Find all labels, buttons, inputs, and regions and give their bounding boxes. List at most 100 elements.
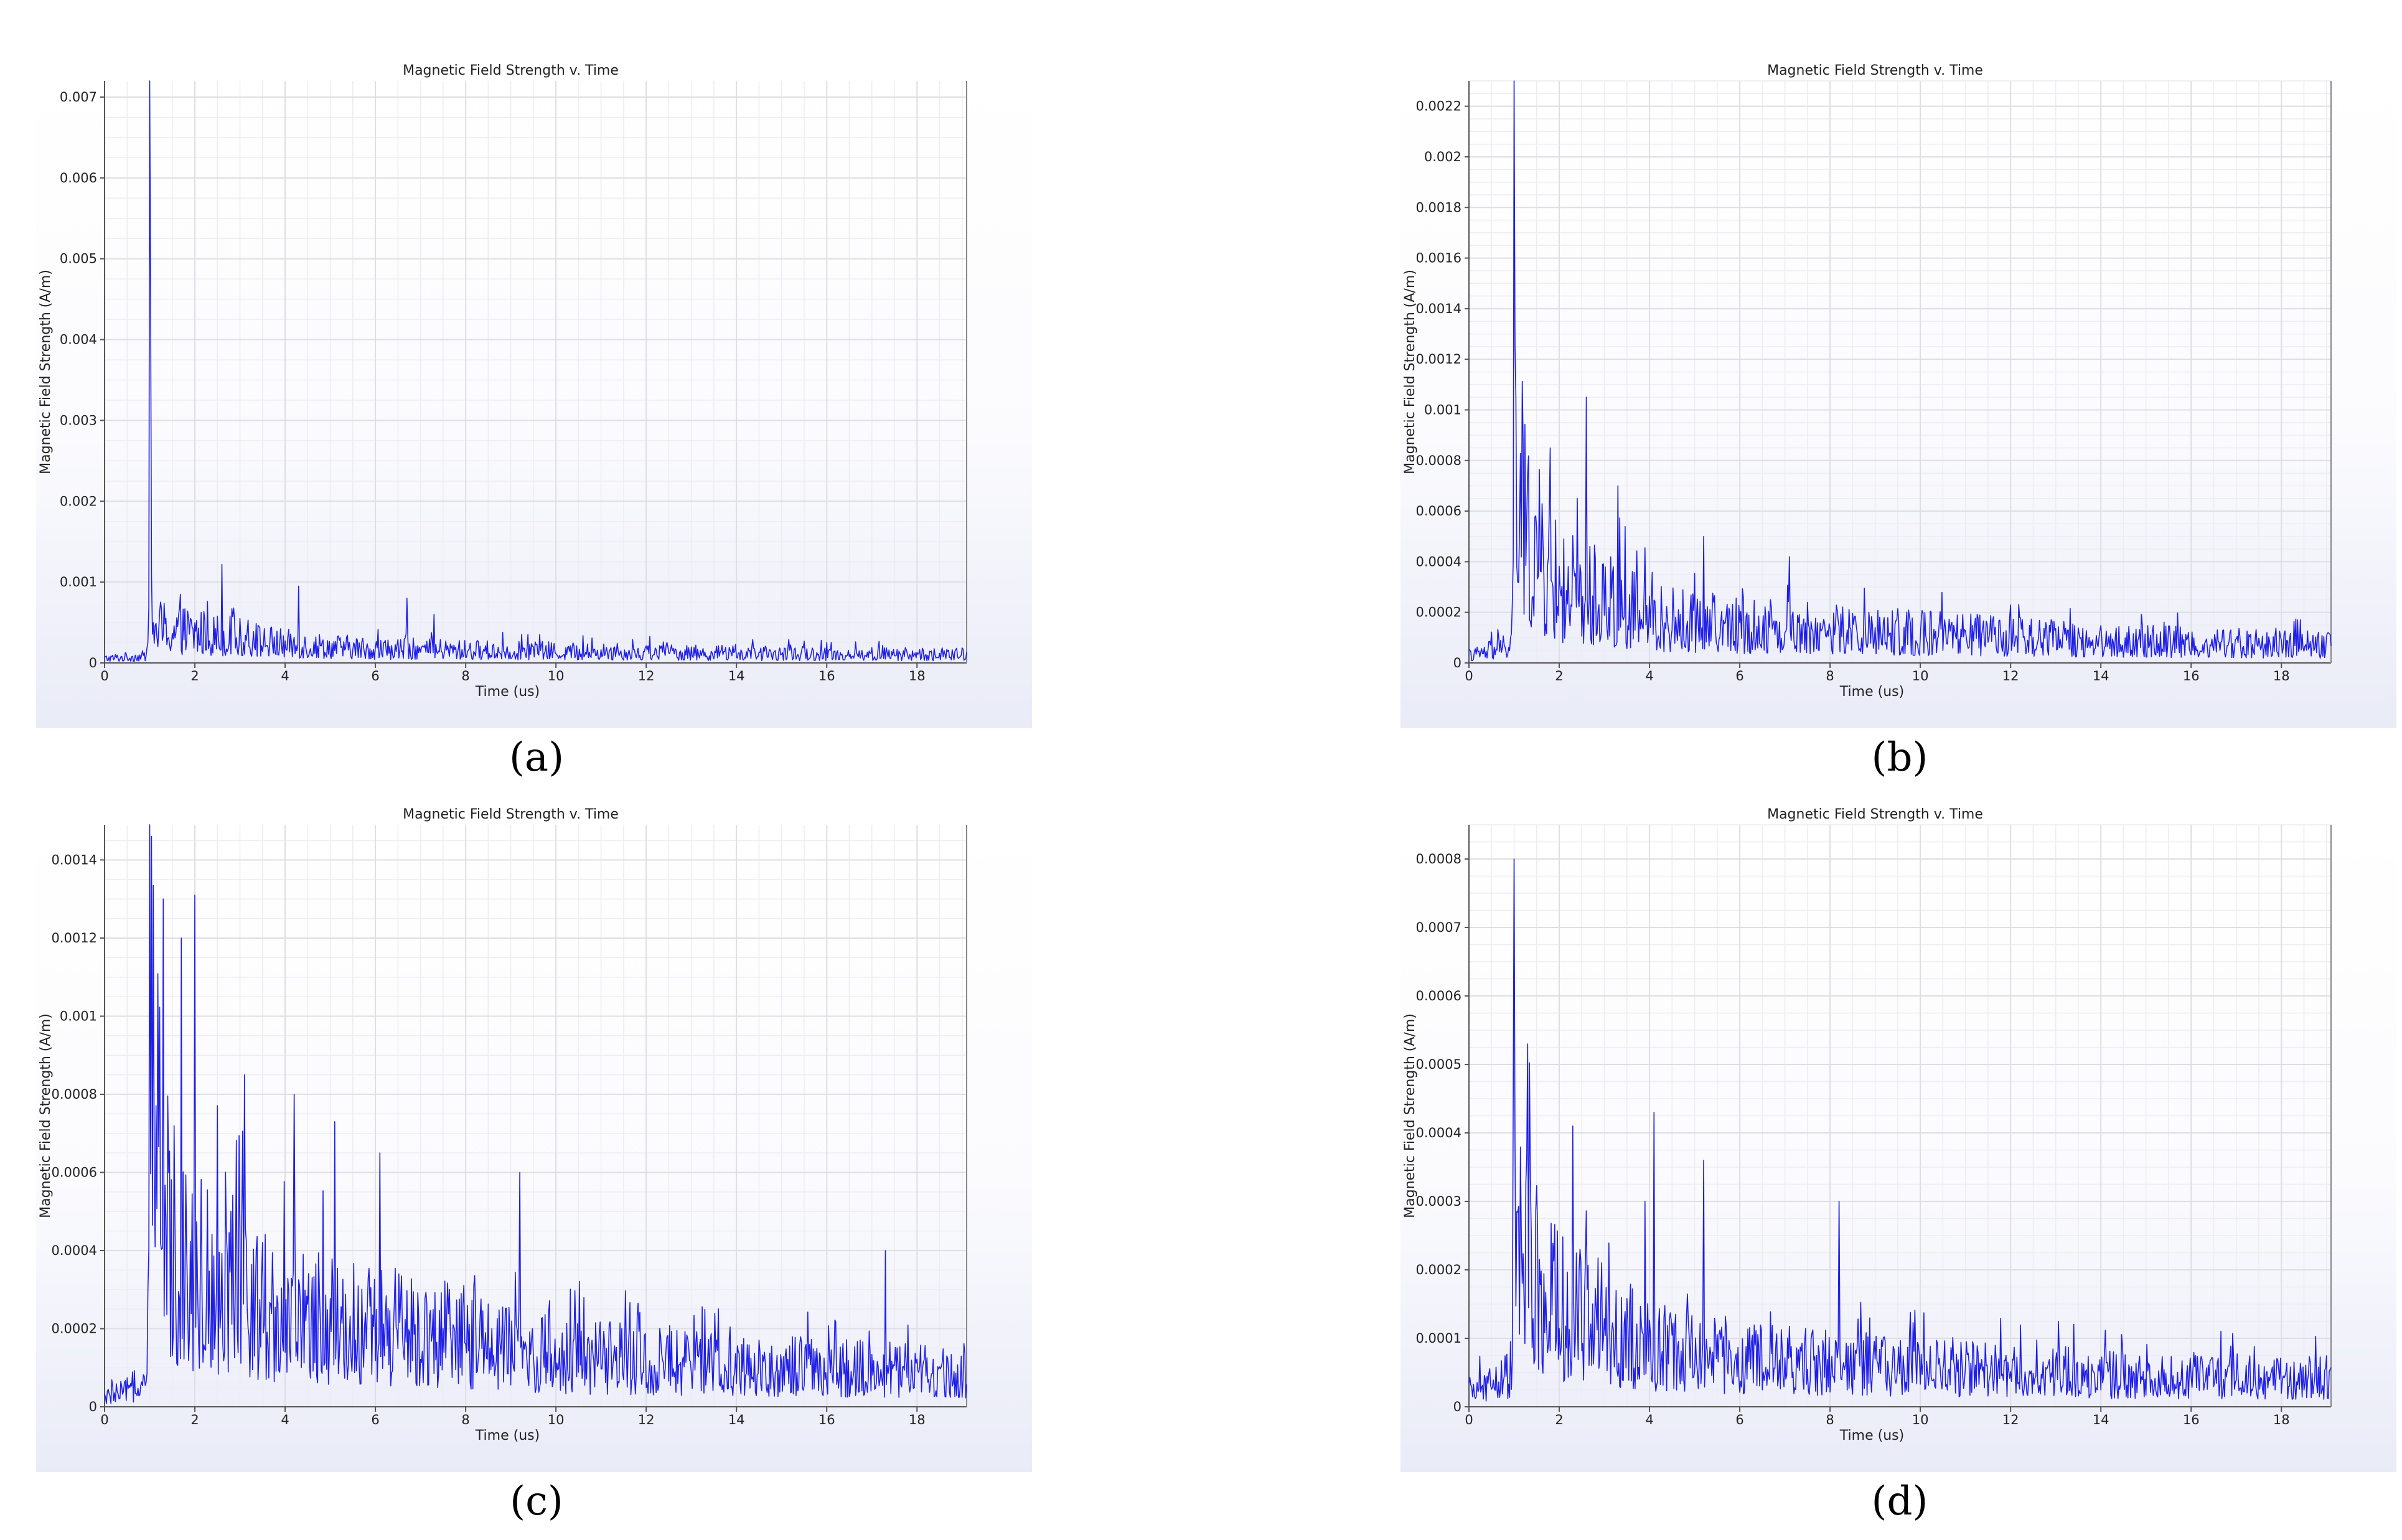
x-tick-label: 14 [728, 669, 745, 683]
y-axis-label: Magnetic Field Strength (A/m) [1402, 1013, 1418, 1218]
x-tick-label: 6 [371, 669, 379, 683]
y-tick-label: 0.0002 [1416, 605, 1461, 620]
panel-background [1400, 825, 2396, 1472]
y-tick-label: 0.0008 [1416, 453, 1461, 468]
chart-title: Magnetic Field Strength v. Time [403, 63, 619, 78]
y-tick-label: 0.0004 [52, 1243, 97, 1258]
y-tick-label: 0 [1453, 1399, 1461, 1414]
grid-lines [1468, 80, 2331, 664]
x-tick-label: 18 [2273, 669, 2290, 683]
chart-panel-c: 0 2 4 6 8 10 12 14 16 18 0 0.0002 0.0004 0.0006 0.0008… [36, 803, 1032, 1513]
y-axis-label: Magnetic Field Strength (A/m) [38, 270, 54, 474]
y-tick-label: 0.003 [60, 413, 97, 428]
caption-b-text: (b) [1871, 735, 1928, 781]
x-tick-label: 12 [638, 669, 655, 683]
y-tick-label: 0.001 [60, 575, 97, 589]
x-tick-label: 14 [2093, 669, 2109, 683]
x-tick-label: 6 [1735, 669, 1743, 683]
y-tick-label: 0.0008 [1416, 852, 1461, 866]
x-tick-label: 6 [1735, 1412, 1743, 1427]
x-tick-label: 14 [2093, 1412, 2109, 1427]
x-axis-label: Time (us) [475, 1428, 540, 1444]
x-tick-label: 8 [461, 669, 469, 683]
series-line [1468, 858, 2332, 1402]
y-tick-label: 0.0016 [1416, 251, 1461, 266]
chart-b: 0 2 4 6 8 10 12 14 16 18 0 0.0002 0.0004 0.0006 0.0008… [1400, 63, 2396, 728]
x-tick-label: 16 [819, 669, 835, 683]
x-tick-label: 0 [100, 1412, 108, 1427]
y-tick-label: 0.0012 [52, 931, 97, 946]
x-tick-label: 4 [1645, 669, 1653, 683]
caption-c: (c) [443, 1478, 630, 1524]
x-tick-label: 8 [1826, 669, 1834, 683]
x-tick-label: 8 [461, 1412, 469, 1427]
x-tick-label: 10 [1912, 669, 1929, 683]
caption-a-text: (a) [509, 735, 565, 781]
x-tick-label: 10 [548, 1412, 565, 1427]
y-tick-label: 0.0004 [1416, 554, 1461, 569]
y-tick-label: 0.002 [1424, 149, 1461, 164]
caption-a: (a) [443, 735, 630, 781]
y-tick-label: 0.002 [60, 494, 97, 509]
x-tick-label: 4 [281, 1412, 289, 1427]
x-tick-label: 18 [909, 1412, 926, 1427]
x-tick-label: 4 [1645, 1412, 1653, 1427]
y-tick-label: 0.007 [60, 90, 97, 105]
chart-title: Magnetic Field Strength v. Time [1767, 807, 1983, 822]
y-tick-label: 0.0006 [1416, 504, 1461, 519]
caption-b: (b) [1806, 735, 1993, 781]
x-tick-label: 2 [190, 669, 199, 683]
y-tick-label: 0.0005 [1416, 1057, 1461, 1072]
x-tick-label: 16 [819, 1412, 835, 1427]
x-axis-label: Time (us) [1839, 684, 1904, 700]
x-tick-label: 2 [190, 1412, 199, 1427]
y-tick-label: 0.0012 [1416, 352, 1461, 367]
x-tick-label: 12 [638, 1412, 655, 1427]
chart-panel-b: 0 2 4 6 8 10 12 14 16 18 0 0.0002 0.0004 0.0006 0.0008… [1400, 59, 2396, 769]
series-line [104, 80, 967, 662]
y-axis-label: Magnetic Field Strength (A/m) [38, 1013, 54, 1218]
x-tick-label: 0 [1465, 669, 1473, 683]
x-tick-label: 16 [2183, 1412, 2200, 1427]
x-tick-label: 0 [1465, 1412, 1473, 1427]
x-tick-label: 16 [2183, 669, 2200, 683]
y-tick-label: 0.0002 [52, 1321, 97, 1336]
chart-panel-a: 0 2 4 6 8 10 12 14 16 18 0 0.001 0.002 0.003 0.004 0.00… [36, 59, 1032, 769]
y-tick-label: 0.0014 [1416, 301, 1461, 316]
x-tick-label: 14 [728, 1412, 745, 1427]
chart-title: Magnetic Field Strength v. Time [1767, 63, 1983, 78]
x-tick-label: 18 [2273, 1412, 2290, 1427]
chart-title: Magnetic Field Strength v. Time [403, 807, 619, 822]
x-tick-label: 18 [909, 669, 926, 683]
chart-panel-d: 0 2 4 6 8 10 12 14 16 18 0 0.0001 0.0002 0.0003 0.0004… [1400, 803, 2396, 1513]
y-tick-label: 0 [89, 1399, 97, 1414]
x-tick-label: 10 [1912, 1412, 1929, 1427]
caption-c-text: (c) [510, 1478, 563, 1524]
y-tick-label: 0.0006 [52, 1165, 97, 1180]
x-tick-label: 2 [1555, 669, 1563, 683]
x-tick-label: 8 [1826, 1412, 1834, 1427]
y-tick-label: 0.004 [60, 332, 97, 347]
x-tick-label: 12 [2002, 1412, 2019, 1427]
y-axis-label: Magnetic Field Strength (A/m) [1402, 270, 1418, 474]
y-tick-label: 0.0018 [1416, 200, 1461, 215]
y-tick-label: 0 [89, 655, 97, 670]
x-axis-label: Time (us) [1839, 1428, 1904, 1444]
y-tick-label: 0.0006 [1416, 988, 1461, 1003]
series-line [1468, 80, 2332, 662]
y-tick-label: 0 [1453, 655, 1461, 670]
grid-lines [1468, 824, 2331, 1407]
y-tick-label: 0.0001 [1416, 1331, 1461, 1346]
x-tick-label: 6 [371, 1412, 379, 1427]
y-tick-label: 0.005 [60, 251, 97, 266]
caption-d-text: (d) [1871, 1478, 1928, 1524]
x-tick-label: 12 [2002, 669, 2019, 683]
series-line [104, 824, 967, 1404]
y-tick-label: 0.0007 [1416, 920, 1461, 935]
x-tick-label: 4 [281, 669, 289, 683]
panel-background [36, 81, 1032, 728]
y-tick-label: 0.0003 [1416, 1194, 1461, 1209]
x-tick-label: 2 [1555, 1412, 1563, 1427]
y-tick-label: 0.0014 [52, 852, 97, 867]
y-tick-label: 0.006 [60, 171, 97, 185]
